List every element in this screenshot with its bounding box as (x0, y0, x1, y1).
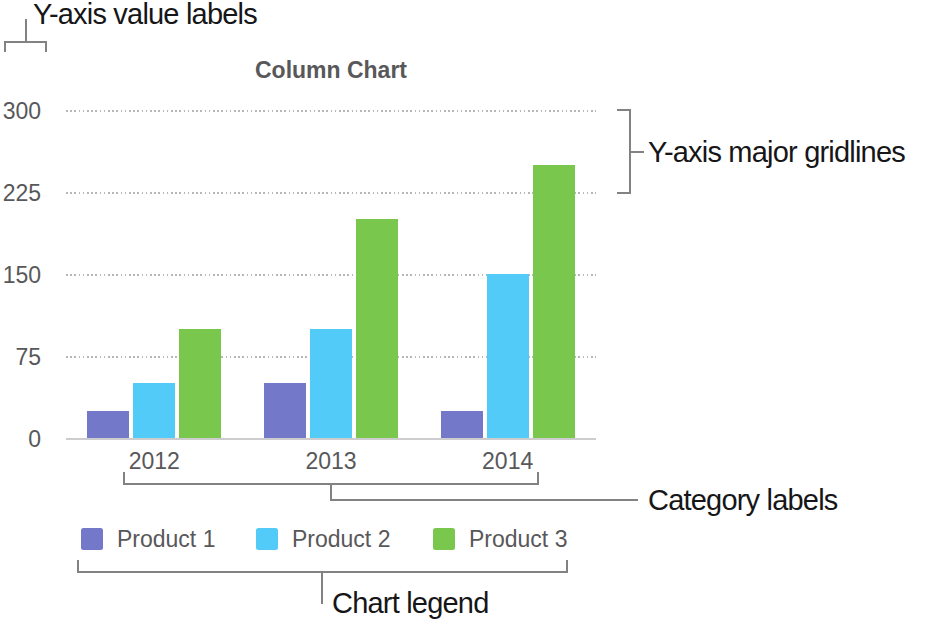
bracket-category-labels (124, 472, 638, 500)
annotated-chart-figure: Y-axis value labels Y-axis major gridlin… (0, 0, 940, 627)
callout-brackets (0, 0, 940, 627)
bracket-y-axis-major-gridlines (617, 110, 644, 193)
bracket-y-axis-value-labels (5, 19, 46, 52)
bracket-chart-legend (78, 560, 567, 604)
